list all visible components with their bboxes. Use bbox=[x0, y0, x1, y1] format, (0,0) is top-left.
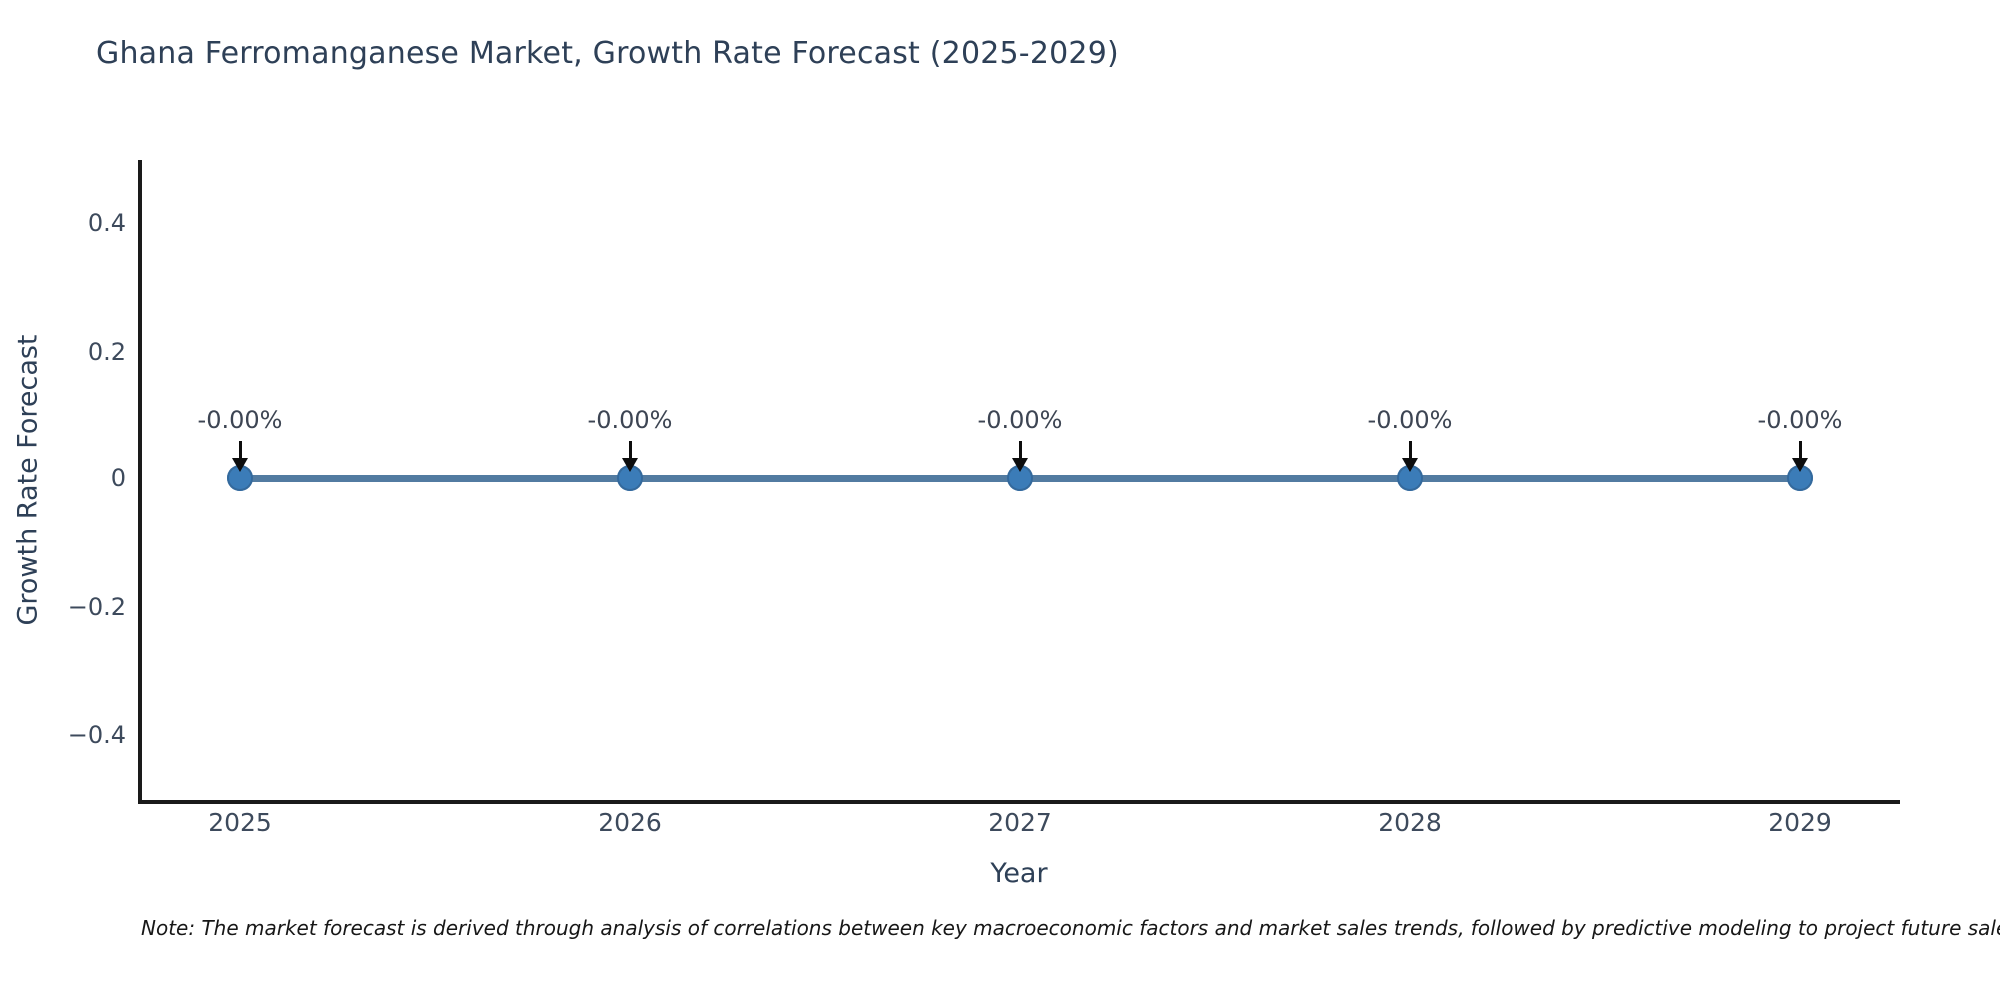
annotation-value-label: -0.00% bbox=[1757, 406, 1843, 434]
annotation-arrow-stem bbox=[1799, 441, 1802, 460]
y-tick-label: 0.4 bbox=[87, 209, 126, 237]
x-tick-label: 2029 bbox=[1768, 808, 1832, 837]
x-axis-spine bbox=[138, 800, 1900, 804]
y-axis-spine bbox=[138, 160, 142, 804]
annotation-arrow-stem bbox=[1409, 441, 1412, 460]
x-axis-label: Year bbox=[990, 858, 1048, 889]
annotation-arrow-stem bbox=[629, 441, 632, 460]
annotation-value-label: -0.00% bbox=[197, 406, 283, 434]
chart-title: Ghana Ferromanganese Market, Growth Rate… bbox=[96, 36, 1119, 71]
down-arrow-icon bbox=[1402, 458, 1418, 472]
x-tick-label: 2025 bbox=[208, 808, 272, 837]
down-arrow-icon bbox=[1792, 458, 1808, 472]
down-arrow-icon bbox=[1012, 458, 1028, 472]
annotation-value-label: -0.00% bbox=[977, 406, 1063, 434]
annotation-value-label: -0.00% bbox=[1367, 406, 1453, 434]
annotation-arrow-stem bbox=[1019, 441, 1022, 460]
down-arrow-icon bbox=[232, 458, 248, 472]
x-tick-label: 2028 bbox=[1378, 808, 1442, 837]
annotation-arrow-stem bbox=[239, 441, 242, 460]
x-tick-label: 2027 bbox=[988, 808, 1052, 837]
y-tick-label: −0.4 bbox=[67, 721, 126, 749]
annotation-value-label: -0.00% bbox=[587, 406, 673, 434]
y-tick-label: 0 bbox=[110, 464, 126, 492]
y-tick-label: −0.2 bbox=[67, 593, 126, 621]
y-tick-label: 0.2 bbox=[87, 338, 126, 366]
x-tick-label: 2026 bbox=[598, 808, 662, 837]
footnote: Note: The market forecast is derived thr… bbox=[141, 916, 2000, 940]
down-arrow-icon bbox=[622, 458, 638, 472]
